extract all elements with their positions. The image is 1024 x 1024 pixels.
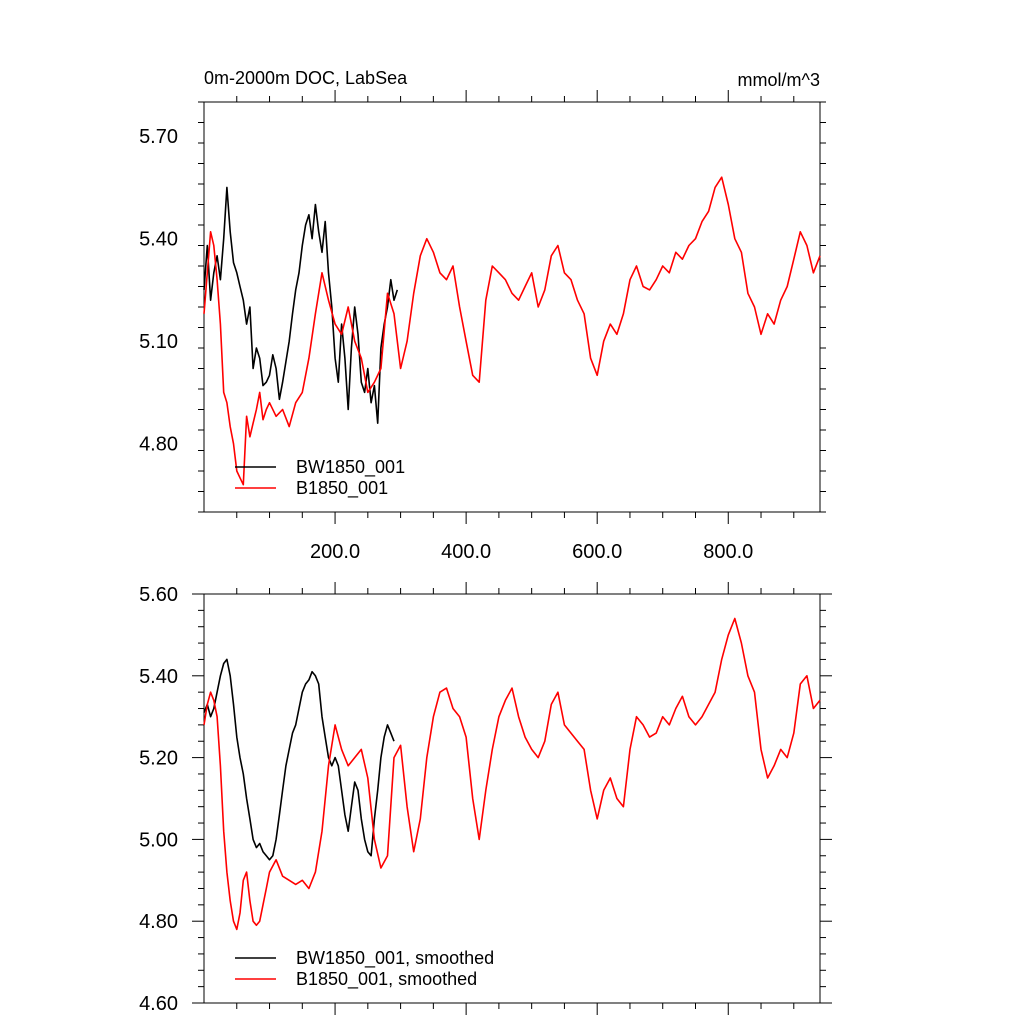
units-label: mmol/m^3: [738, 70, 820, 90]
chart-title: 0m-2000m DOC, LabSea: [204, 68, 408, 88]
y-tick-label: 5.40: [139, 229, 178, 251]
plot-frame: [203, 593, 821, 1004]
x-tick-label: 800.0: [703, 541, 753, 563]
series-line-0: [203, 186, 399, 425]
y-tick-label: 4.80: [139, 911, 178, 933]
y-tick-label: 5.20: [139, 748, 178, 770]
bottom-panel: 4.60 4.80 5.00 5.20 5.40 5.60 BW1850_001, smoo…: [139, 582, 832, 1015]
y-tick-label: 4.60: [139, 993, 178, 1015]
top-panel: 0m-2000m DOC, LabSea mmol/m^3 4.80 5.10 5.…: [139, 68, 826, 563]
y-tick-label: 5.00: [139, 829, 178, 851]
y-tick-label: 5.70: [139, 126, 178, 148]
plot-frame: [203, 101, 821, 513]
y-tick-label: 5.40: [139, 666, 178, 688]
legend-label: BW1850_001, smoothed: [296, 948, 494, 969]
x-tick-label: 600.0: [572, 541, 622, 563]
x-tick-label: 200.0: [310, 541, 360, 563]
y-tick-label: 5.60: [139, 584, 178, 606]
legend-label: B1850_001, smoothed: [296, 969, 477, 990]
y-tick-label: 5.10: [139, 331, 178, 353]
y-tick-label: 4.80: [139, 434, 178, 456]
legend-label: B1850_001: [296, 478, 388, 499]
legend-label: BW1850_001: [296, 457, 405, 478]
series-line-1: [203, 176, 821, 486]
series-line-1: [203, 617, 821, 931]
x-tick-label: 400.0: [441, 541, 491, 563]
series-line-0: [203, 658, 395, 861]
